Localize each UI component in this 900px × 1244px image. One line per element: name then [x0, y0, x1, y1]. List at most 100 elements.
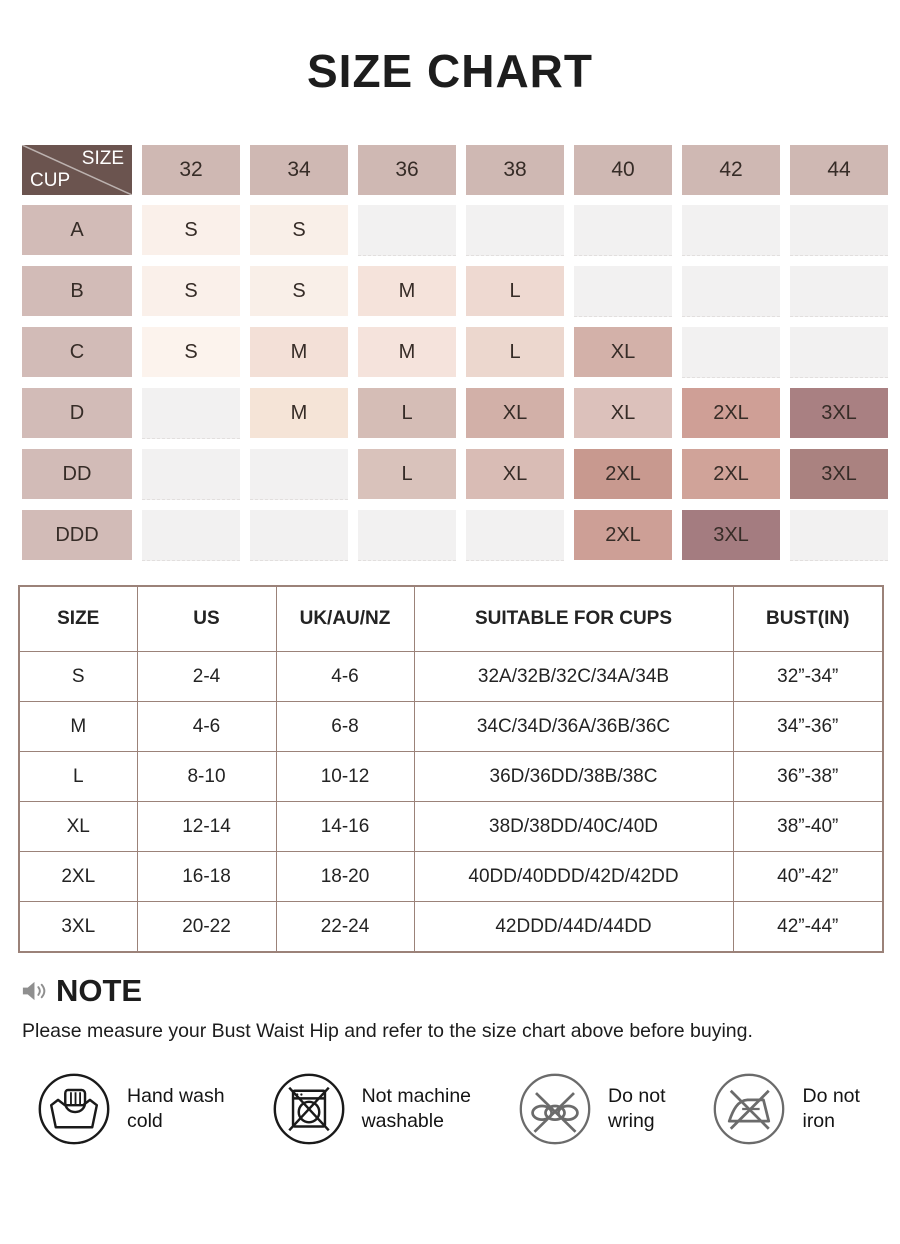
care-label-line: Do not [608, 1084, 666, 1107]
table-row: XL 12-14 14-16 38D/38DD/40C/40D 38”-40” [18, 801, 884, 852]
care-label-line: washable [361, 1110, 444, 1132]
table-row: L 8-10 10-12 36D/36DD/38B/38C 36”-38” [18, 751, 884, 802]
band-header-42: 42 [682, 145, 780, 195]
col-header-bust: BUST(IN) [732, 585, 884, 652]
care-label-line: cold [127, 1110, 163, 1132]
cell-size: L [18, 751, 138, 802]
table-header-row: SIZE US UK/AU/NZ SUITABLE FOR CUPS BUST(… [18, 585, 884, 652]
care-label: Do not wring [608, 1084, 665, 1135]
matrix-cell: 2XL [682, 388, 780, 438]
matrix-cell: 2XL [574, 510, 672, 560]
no-machine-wash-icon [273, 1073, 344, 1145]
band-header-38: 38 [466, 145, 564, 195]
band-header-32: 32 [142, 145, 240, 195]
cell-cups: 34C/34D/36A/36B/36C [413, 701, 734, 752]
care-label-line: iron [802, 1110, 836, 1132]
matrix-cell [682, 266, 780, 317]
table-row: 3XL 20-22 22-24 42DDD/44D/44DD 42”-44” [18, 901, 884, 953]
matrix-cell: XL [574, 388, 672, 438]
matrix-cell [790, 266, 888, 317]
cell-size: S [18, 651, 138, 702]
matrix-cell [790, 510, 888, 561]
care-item-hand-wash: Hand wash cold [36, 1071, 225, 1147]
cell-us: 4-6 [136, 701, 277, 752]
cell-bust: 42”-44” [732, 901, 884, 953]
corner-diagonal-line [22, 145, 132, 195]
cell-us: 8-10 [136, 751, 277, 802]
table-row: 2XL 16-18 18-20 40DD/40DDD/42D/42DD 40”-… [18, 851, 884, 902]
cup-band-matrix: SIZE CUP 32 34 36 38 40 42 44 A S S B S … [22, 145, 888, 561]
cell-bust: 34”-36” [732, 701, 884, 752]
matrix-cell: L [358, 388, 456, 438]
matrix-cell: 3XL [682, 510, 780, 560]
matrix-cell [250, 449, 348, 500]
band-header-40: 40 [574, 145, 672, 195]
cell-bust: 40”-42” [732, 851, 884, 902]
col-header-suitable-cups: SUITABLE FOR CUPS [413, 585, 734, 652]
matrix-cell: XL [574, 327, 672, 377]
matrix-cell [790, 205, 888, 256]
note-text: Please measure your Bust Waist Hip and r… [22, 1020, 753, 1042]
matrix-cell: 2XL [682, 449, 780, 499]
note-title: NOTE [56, 973, 143, 1008]
band-header-44: 44 [790, 145, 888, 195]
cell-us: 20-22 [136, 901, 277, 953]
matrix-cell [250, 510, 348, 561]
cell-cups: 40DD/40DDD/42D/42DD [413, 851, 734, 902]
matrix-cell [142, 388, 240, 439]
matrix-cell [142, 510, 240, 561]
matrix-cell [790, 327, 888, 378]
matrix-cell: M [358, 327, 456, 377]
cup-row-label-b: B [22, 266, 132, 316]
no-wring-icon [519, 1073, 591, 1145]
matrix-cell: L [358, 449, 456, 499]
cell-bust: 32”-34” [732, 651, 884, 702]
matrix-cell [682, 205, 780, 256]
cell-uk: 18-20 [275, 851, 415, 902]
matrix-cell [574, 266, 672, 317]
care-item-no-wring: Do not wring [517, 1071, 665, 1147]
cell-cups: 36D/36DD/38B/38C [413, 751, 734, 802]
matrix-cell: 3XL [790, 449, 888, 499]
no-iron-icon [714, 1073, 785, 1145]
cup-row-label-d: D [22, 388, 132, 438]
matrix-cell: S [142, 266, 240, 316]
page-title: SIZE CHART [307, 45, 593, 97]
cell-bust: 36”-38” [732, 751, 884, 802]
matrix-cell [466, 510, 564, 561]
care-label: Do not iron [802, 1084, 859, 1135]
cell-us: 16-18 [136, 851, 277, 902]
care-label: Hand wash cold [127, 1084, 225, 1135]
matrix-cell: M [358, 266, 456, 316]
care-label-line: Not machine [361, 1084, 472, 1107]
care-label: Not machine washable [362, 1084, 471, 1135]
corner-cup-label: CUP [30, 170, 71, 191]
cell-size: 3XL [18, 901, 138, 953]
matrix-cell: XL [466, 449, 564, 499]
care-label-line: Do not [802, 1084, 860, 1107]
cell-size: M [18, 701, 138, 752]
table-row: S 2-4 4-6 32A/32B/32C/34A/34B 32”-34” [18, 651, 884, 702]
col-header-us: US [136, 585, 277, 652]
matrix-cell: S [142, 327, 240, 377]
care-instructions: Hand wash cold Not machine washable [36, 1071, 900, 1147]
cell-uk: 4-6 [275, 651, 415, 702]
matrix-cell [574, 205, 672, 256]
cell-uk: 22-24 [275, 901, 415, 953]
table-row: M 4-6 6-8 34C/34D/36A/36B/36C 34”-36” [18, 701, 884, 752]
matrix-cell: S [250, 266, 348, 316]
cup-row-label-dd: DD [22, 449, 132, 499]
cell-cups: 38D/38DD/40C/40D [413, 801, 734, 852]
cell-cups: 42DDD/44D/44DD [413, 901, 734, 953]
note-section: NOTE Please measure your Bust Waist Hip … [20, 973, 900, 1043]
corner-size-label: SIZE [81, 148, 124, 169]
cup-row-label-c: C [22, 327, 132, 377]
cell-size: XL [18, 801, 138, 852]
cell-us: 12-14 [136, 801, 277, 852]
matrix-cell: S [250, 205, 348, 255]
cell-cups: 32A/32B/32C/34A/34B [413, 651, 734, 702]
cell-uk: 14-16 [275, 801, 415, 852]
matrix-cell [466, 205, 564, 256]
matrix-cell: M [250, 327, 348, 377]
col-header-size: SIZE [18, 585, 138, 652]
